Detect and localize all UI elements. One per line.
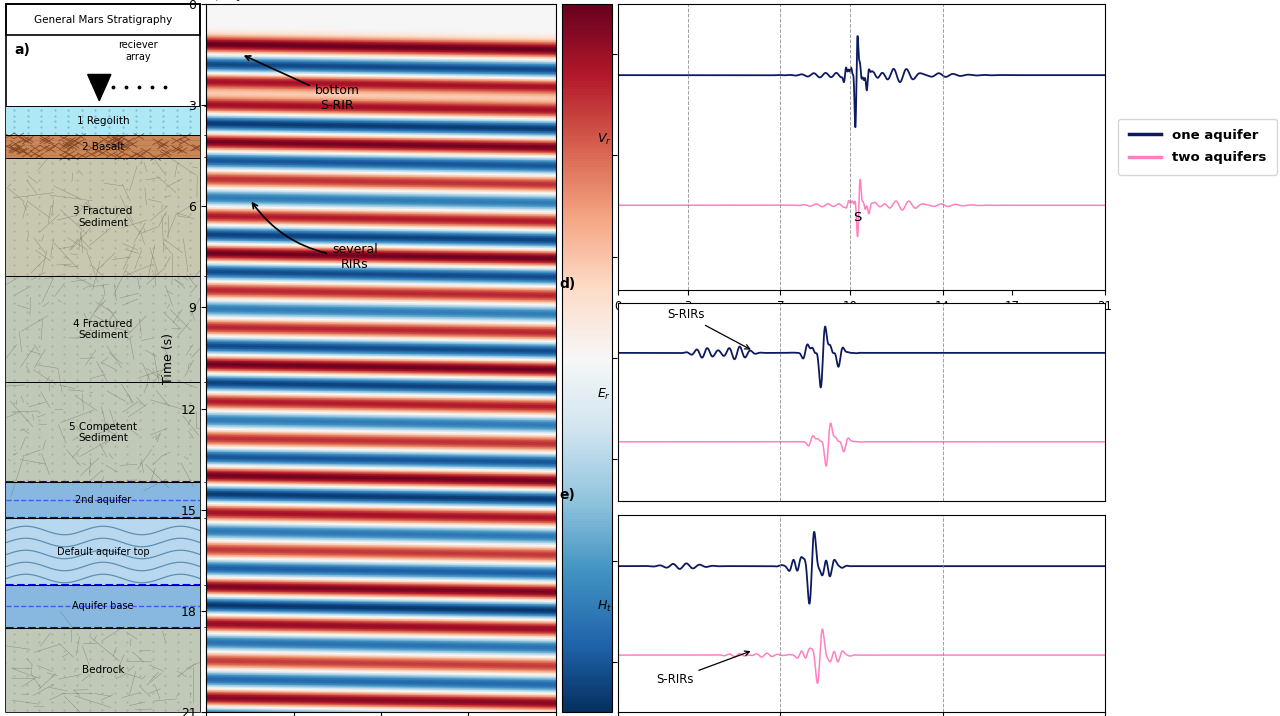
Text: - 2 km: - 2 km [204,377,230,387]
Bar [6,627,200,712]
Text: reciever
array: reciever array [118,40,157,62]
X-axis label: Time (s): Time (s) [836,318,887,331]
Bar [6,482,200,518]
Text: General Mars Stratigraphy: General Mars Stratigraphy [35,15,173,25]
Text: several
RIRs: several RIRs [252,203,378,271]
Text: - 100 m: - 100 m [204,131,236,140]
Text: S: S [854,211,861,224]
Bar [6,585,200,627]
Text: 2 Basalt: 2 Basalt [82,142,124,152]
Bar [6,518,200,585]
Y-axis label: $H_t$: $H_t$ [596,599,612,614]
Bar [6,382,200,482]
Text: - 1 km: - 1 km [204,271,230,281]
Text: 5 Competent
Sediment: 5 Competent Sediment [69,422,137,443]
Text: Default aquifer top: Default aquifer top [56,547,150,557]
Text: Bedrock: Bedrock [82,665,124,675]
Text: a): a) [14,43,29,57]
Text: d): d) [559,276,576,291]
Y-axis label: Time (s): Time (s) [163,332,175,384]
Text: - 18 km: - 18 km [204,623,236,632]
Y-axis label: $V_r$: $V_r$ [596,132,612,147]
Text: - 0 m: - 0 m [204,102,225,111]
Polygon shape [87,74,111,101]
Text: b) $H_t$: b) $H_t$ [206,0,242,4]
Text: S-RIRs: S-RIRs [657,651,749,686]
Text: - 250 m: - 250 m [204,153,236,163]
Text: 2nd aquifer: 2nd aquifer [76,495,132,505]
Text: 1 Regolith: 1 Regolith [77,116,129,126]
Text: bottom
S-RIR: bottom S-RIR [246,56,360,112]
Text: 3 Fractured
Sediment: 3 Fractured Sediment [73,206,133,228]
Text: - 8 km: - 8 km [204,478,230,487]
Text: Aquifer base: Aquifer base [73,601,134,611]
Y-axis label: $E_r$: $E_r$ [598,387,612,402]
Legend: one aquifer, two aquifers: one aquifer, two aquifers [1117,119,1277,175]
Bar [6,135,200,158]
Text: 4 Fractured
Sediment: 4 Fractured Sediment [73,319,133,340]
Bar [6,107,200,135]
Text: S-RIRs: S-RIRs [667,309,750,349]
Bar [6,276,200,382]
Text: - 9 km: - 9 km [204,514,230,523]
Bar [6,4,200,36]
Text: e): e) [559,488,576,502]
Bar [6,158,200,276]
Text: - 10 km: - 10 km [204,581,236,590]
